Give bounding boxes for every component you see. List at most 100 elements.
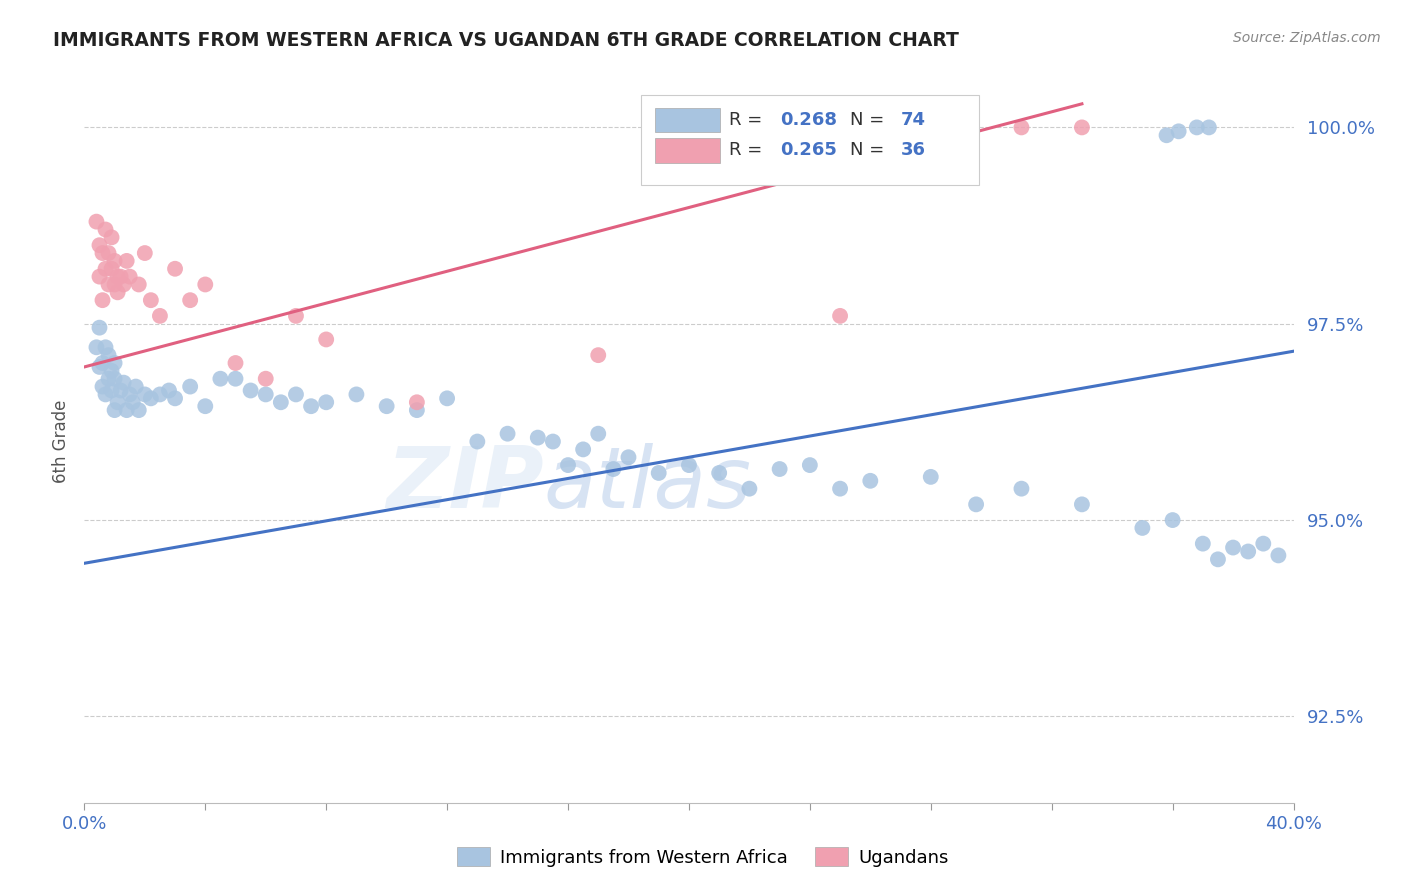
Point [527,431,550,445]
Point [678,458,700,472]
Point [89,359,111,374]
Text: Source: ZipAtlas.com: Source: ZipAtlas.com [1233,31,1381,45]
Point [149,309,172,323]
Point [115,403,138,417]
Point [965,497,987,511]
Point [104,253,127,268]
Point [1222,541,1244,555]
Point [107,395,129,409]
Point [1237,544,1260,558]
Text: R =: R = [728,141,768,160]
Point [436,392,458,406]
Point [315,395,337,409]
Point [270,395,292,409]
Point [209,372,232,386]
Text: R =: R = [728,111,768,129]
Point [588,426,610,441]
FancyBboxPatch shape [655,108,720,132]
Point [94,222,117,236]
Point [1267,549,1289,563]
Point [225,356,247,370]
Point [769,462,792,476]
Point [125,379,148,393]
Point [935,128,957,143]
Point [406,403,429,417]
Point [128,403,150,417]
Point [315,333,337,347]
Point [91,246,114,260]
Point [1011,120,1033,135]
Point [104,277,127,292]
Point [86,340,108,354]
Point [1011,482,1033,496]
Point [859,474,882,488]
Point [139,392,162,406]
Point [139,293,162,308]
Point [107,269,129,284]
Text: N =: N = [849,141,890,160]
Text: 36: 36 [901,141,925,160]
Point [118,269,141,284]
Point [91,293,114,308]
Point [89,320,111,334]
Point [541,434,564,449]
Point [104,372,127,386]
Point [91,356,114,370]
Point [406,395,429,409]
Y-axis label: 6th Grade: 6th Grade [52,400,70,483]
Point [299,399,322,413]
Point [496,426,519,441]
Point [110,384,132,398]
Point [165,261,187,276]
Text: atlas: atlas [544,443,752,526]
Point [830,309,852,323]
Point [165,392,187,406]
Point [112,277,135,292]
Point [100,261,122,276]
Point [134,246,156,260]
Point [602,462,624,476]
Point [467,434,489,449]
Point [89,238,111,252]
Point [149,387,172,401]
Point [1161,513,1184,527]
Point [254,372,277,386]
Point [648,466,671,480]
Point [1206,552,1229,566]
Text: ZIP: ZIP [387,443,544,526]
Point [94,261,117,276]
Point [157,384,180,398]
Point [1198,120,1220,135]
Point [94,340,117,354]
Point [1156,128,1178,143]
Point [110,269,132,284]
Point [179,293,201,308]
Point [1253,536,1275,550]
Text: 74: 74 [901,111,925,129]
Point [104,403,127,417]
Text: N =: N = [849,111,890,129]
Legend: Immigrants from Western Africa, Ugandans: Immigrants from Western Africa, Ugandans [450,840,956,874]
Point [100,230,122,244]
Point [557,458,579,472]
Point [97,372,120,386]
Point [97,246,120,260]
Point [346,387,368,401]
Point [121,395,143,409]
Point [1071,497,1094,511]
Point [375,399,398,413]
Point [799,458,821,472]
Text: IMMIGRANTS FROM WESTERN AFRICA VS UGANDAN 6TH GRADE CORRELATION CHART: IMMIGRANTS FROM WESTERN AFRICA VS UGANDA… [53,31,959,50]
Point [97,348,120,362]
Point [134,387,156,401]
Text: 0.268: 0.268 [780,111,837,129]
Point [1167,124,1189,138]
Point [100,384,122,398]
Point [89,269,111,284]
Point [128,277,150,292]
Point [1192,536,1215,550]
Point [118,387,141,401]
Point [1071,120,1094,135]
Point [572,442,595,457]
Point [1185,120,1208,135]
